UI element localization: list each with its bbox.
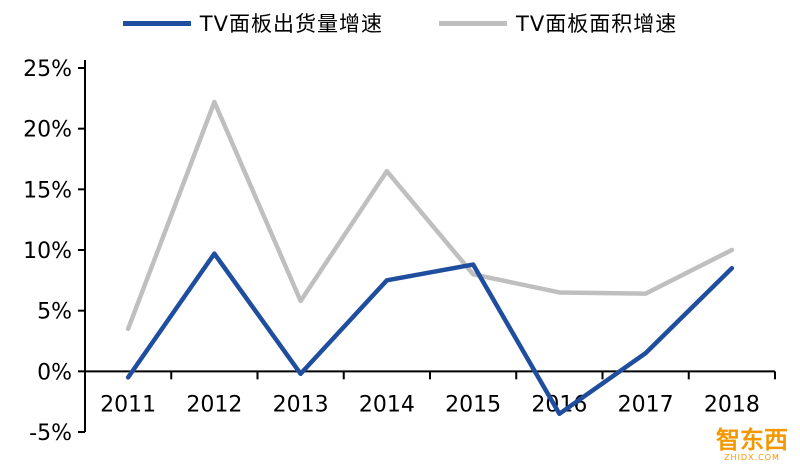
svg-text:0%: 0% <box>37 360 72 385</box>
svg-text:20%: 20% <box>23 118 72 143</box>
svg-text:2015: 2015 <box>445 392 501 417</box>
watermark-subtext: ZHIDX.COM <box>724 453 780 462</box>
svg-text:2014: 2014 <box>359 392 415 417</box>
svg-text:10%: 10% <box>23 239 72 264</box>
svg-text:2017: 2017 <box>618 392 674 417</box>
watermark-logo-text: 智东西 <box>716 426 788 454</box>
watermark: 智东西 ZHIDX.COM <box>716 428 788 462</box>
legend-label-shipment-growth: TV面板出货量增速 <box>199 12 383 36</box>
svg-text:2018: 2018 <box>704 392 760 417</box>
legend-item-shipment-growth: TV面板出货量增速 <box>122 8 383 38</box>
svg-text:25%: 25% <box>23 57 72 82</box>
svg-text:15%: 15% <box>23 178 72 203</box>
legend-item-area-growth: TV面板面积增速 <box>439 8 677 38</box>
svg-text:-5%: -5% <box>29 421 72 446</box>
svg-text:5%: 5% <box>37 300 72 325</box>
legend-swatch-area-growth <box>439 20 507 26</box>
legend-label-area-growth: TV面板面积增速 <box>516 12 678 36</box>
svg-text:2012: 2012 <box>186 392 242 417</box>
svg-text:2011: 2011 <box>100 392 156 417</box>
legend: TV面板出货量增速 TV面板面积增速 <box>0 8 800 38</box>
svg-text:2013: 2013 <box>273 392 329 417</box>
legend-swatch-shipment-growth <box>122 20 191 26</box>
